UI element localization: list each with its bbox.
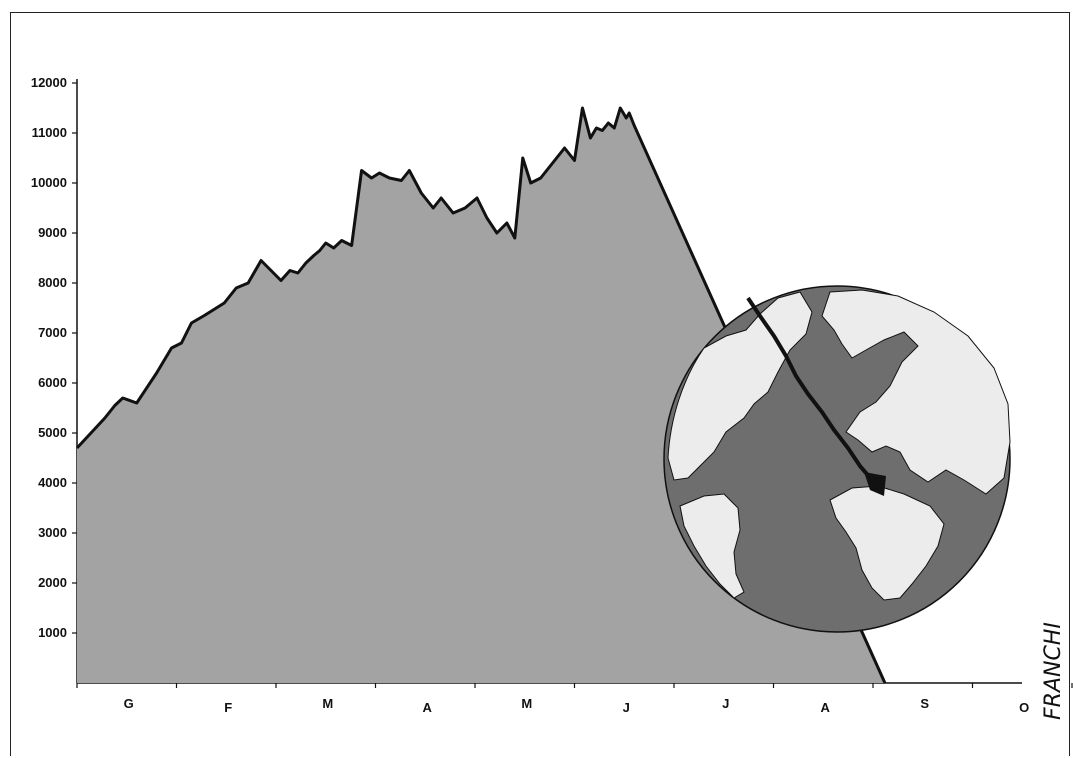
x-month-label: J bbox=[623, 700, 630, 715]
chart-frame bbox=[10, 12, 1070, 756]
globe-landmass-eurasia bbox=[821, 289, 1011, 495]
x-month-label: G bbox=[124, 696, 134, 711]
x-month-label: M bbox=[521, 696, 532, 711]
y-tick-label: 3000 bbox=[38, 525, 67, 540]
y-tick-label: 7000 bbox=[38, 325, 67, 340]
y-tick-label: 10000 bbox=[31, 175, 67, 190]
series-line bbox=[75, 106, 887, 684]
y-tick-label: 12000 bbox=[31, 75, 67, 90]
y-tick-label: 11000 bbox=[32, 125, 67, 140]
y-tick-label: 1000 bbox=[38, 625, 67, 640]
signature-text: FRANCHI bbox=[1041, 622, 1066, 720]
axes: 1000 2000 3000 4000 5000 6000 7000 8000 9000 1000… bbox=[31, 75, 1073, 715]
x-month-label: S bbox=[920, 696, 929, 711]
x-month-label: M bbox=[322, 696, 333, 711]
y-tick-label: 8000 bbox=[38, 275, 67, 290]
y-tick-label: 5000 bbox=[38, 425, 67, 440]
migration-trail bbox=[746, 296, 882, 494]
y-tick-label: 9000 bbox=[38, 225, 67, 240]
y-tick-label: 2000 bbox=[38, 575, 67, 590]
x-month-label: A bbox=[423, 700, 433, 715]
globe-illustration bbox=[663, 285, 1011, 633]
x-month-label: O bbox=[1019, 700, 1029, 715]
y-tick-label: 6000 bbox=[38, 375, 67, 390]
artist-signature: FRANCHI bbox=[1041, 622, 1066, 720]
trail-end-mark bbox=[864, 472, 886, 496]
x-month-label: J bbox=[722, 696, 729, 711]
x-month-label: A bbox=[821, 700, 831, 715]
x-month-label: F bbox=[224, 700, 232, 715]
y-tick-label: 4000 bbox=[38, 475, 67, 490]
globe-landmass-south-america bbox=[679, 493, 745, 599]
globe-landmass-africa bbox=[829, 485, 945, 601]
